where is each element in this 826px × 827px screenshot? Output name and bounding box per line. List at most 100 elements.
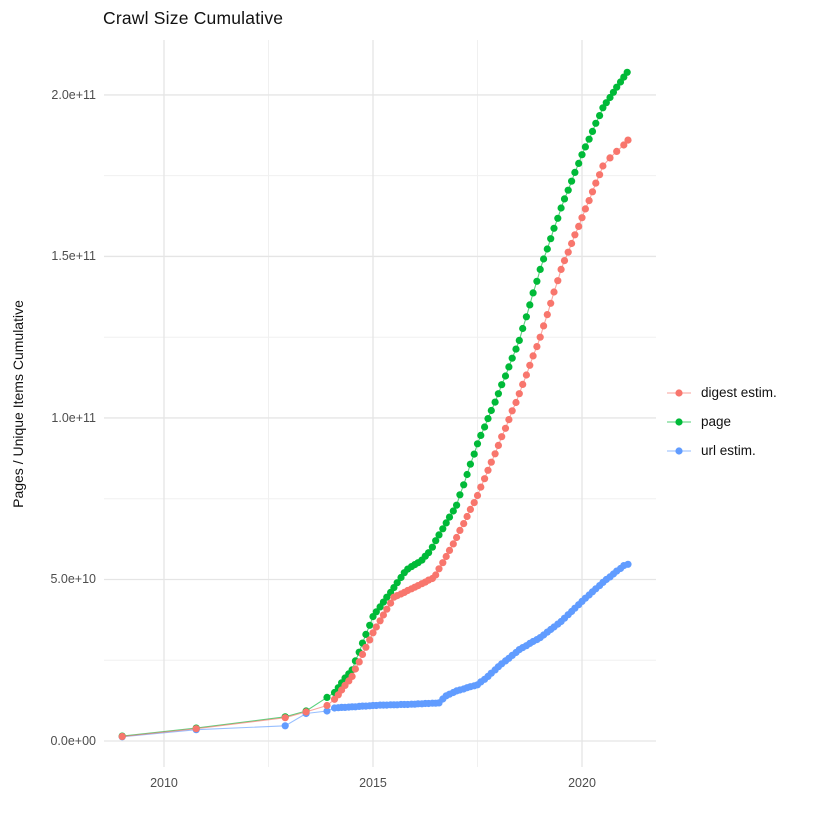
data-point	[456, 526, 464, 534]
legend-label: digest estim.	[701, 385, 777, 400]
data-point	[575, 222, 583, 230]
data-point	[557, 265, 565, 273]
data-point	[568, 177, 576, 185]
chart-title: Crawl Size Cumulative	[103, 8, 284, 28]
data-point	[581, 205, 589, 213]
data-point	[470, 499, 478, 507]
legend: digest estim. page url estim.	[666, 378, 816, 465]
data-point	[372, 608, 380, 616]
data-point	[540, 322, 548, 330]
data-point	[439, 525, 447, 533]
data-point	[281, 722, 289, 730]
data-point	[118, 732, 126, 741]
data-point	[453, 533, 461, 542]
data-point	[533, 277, 541, 285]
data-point	[554, 277, 562, 285]
data-point	[536, 265, 544, 273]
data-point	[393, 579, 401, 587]
data-point	[445, 546, 454, 554]
data-point	[599, 162, 607, 170]
legend-key-line-dot-icon	[667, 446, 691, 455]
data-point	[481, 475, 489, 483]
data-point	[379, 611, 387, 619]
data-point	[602, 99, 610, 107]
data-point	[522, 313, 530, 321]
legend-item-digest-estim: digest estim.	[666, 378, 816, 407]
legend-item-page: page	[666, 407, 816, 436]
data-point	[302, 708, 310, 716]
data-point	[540, 255, 548, 263]
data-point	[366, 621, 374, 629]
data-point	[428, 543, 436, 551]
y-tick-label: 0.0e+00	[50, 733, 96, 748]
data-point	[323, 701, 331, 710]
data-point	[613, 83, 621, 91]
data-point	[442, 519, 450, 527]
data-point	[449, 540, 457, 548]
data-point	[491, 398, 499, 406]
data-point	[592, 179, 600, 187]
x-tick-label: 2015	[359, 776, 387, 790]
data-point	[491, 450, 499, 458]
data-point	[564, 248, 572, 256]
data-point	[571, 231, 579, 239]
data-point	[578, 151, 586, 159]
data-point	[449, 507, 457, 515]
data-point	[501, 424, 510, 432]
data-point	[487, 458, 495, 466]
data-point	[515, 390, 523, 398]
legend-label: url estim.	[701, 443, 756, 458]
series-line	[122, 563, 629, 738]
data-point	[432, 537, 440, 545]
legend-key-line-dot-icon	[667, 417, 691, 426]
data-point	[358, 650, 367, 659]
data-point	[505, 363, 513, 371]
data-point	[522, 371, 530, 379]
data-point	[442, 552, 450, 561]
data-point	[560, 257, 569, 265]
data-point	[547, 235, 555, 243]
y-axis-title: Pages / Unique Items Cumulative	[10, 300, 26, 508]
data-point	[484, 466, 492, 474]
data-point	[481, 423, 489, 431]
series-line	[122, 71, 628, 737]
data-point	[588, 188, 597, 196]
data-point	[543, 311, 551, 319]
data-point	[526, 361, 534, 369]
data-point	[623, 68, 631, 76]
data-point	[543, 245, 551, 253]
data-point	[383, 593, 391, 601]
data-point	[585, 197, 593, 205]
data-point	[624, 560, 632, 568]
x-tick-label: 2020	[568, 776, 596, 790]
data-point	[550, 224, 558, 232]
data-point	[362, 643, 370, 651]
data-point	[323, 707, 331, 715]
data-point	[557, 204, 565, 212]
data-point	[550, 288, 558, 296]
data-point	[578, 214, 586, 222]
data-point	[529, 289, 537, 297]
data-point	[477, 483, 485, 491]
plot-panel	[104, 40, 656, 767]
data-point	[383, 605, 391, 613]
series-page	[118, 68, 631, 740]
data-point	[512, 345, 520, 353]
data-point	[508, 354, 516, 362]
data-point	[453, 501, 461, 509]
y-tick-label: 5.0e+10	[50, 572, 96, 587]
data-point	[613, 147, 621, 155]
data-point	[435, 531, 443, 539]
data-point	[596, 112, 604, 120]
data-point	[508, 407, 516, 415]
data-point	[460, 520, 468, 528]
data-point	[477, 431, 485, 439]
data-point	[473, 491, 482, 500]
x-tick-label: 2010	[150, 776, 178, 790]
data-point	[281, 714, 289, 722]
data-point	[494, 441, 502, 449]
y-tick-label: 1.0e+11	[51, 410, 96, 425]
data-point	[526, 301, 534, 309]
data-point	[606, 154, 614, 162]
